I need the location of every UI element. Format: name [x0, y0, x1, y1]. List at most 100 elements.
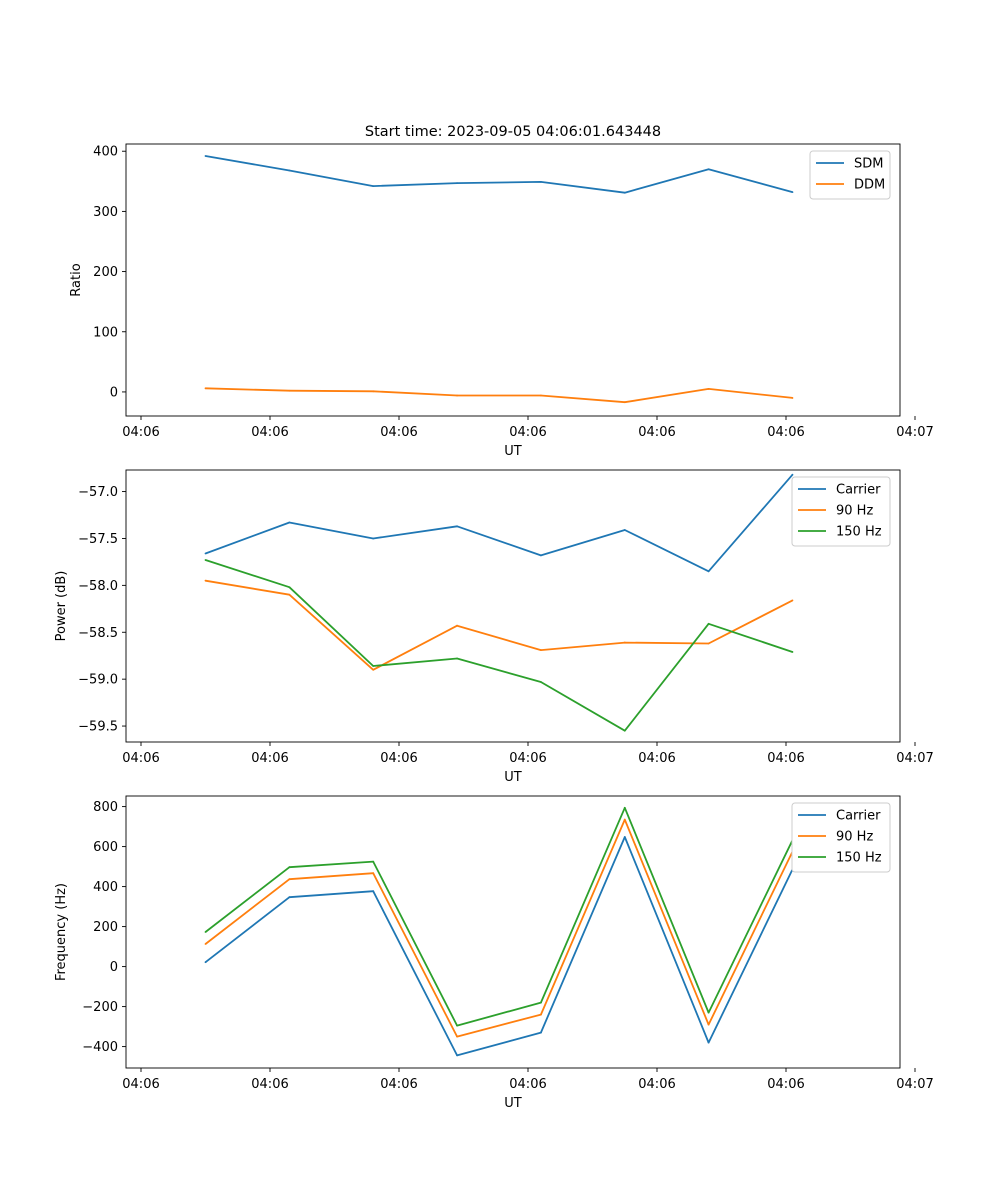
data-point: [707, 1041, 710, 1044]
data-point: [204, 559, 207, 561]
x-tick-label: 04:06: [767, 1077, 804, 1092]
y-tick-label: −200: [82, 1000, 118, 1015]
x-tick-label: 04:06: [767, 751, 804, 766]
data-point: [372, 668, 375, 671]
data-point: [288, 593, 291, 596]
data-point: [623, 806, 626, 809]
x-tick-label: 04:06: [251, 425, 288, 440]
data-point: [623, 729, 626, 732]
x-tick-label: 04:06: [122, 425, 159, 440]
data-point: [623, 818, 626, 821]
x-tick-label: 04:07: [896, 1077, 933, 1092]
data-point: [791, 191, 794, 194]
x-axis-label: UT: [504, 770, 522, 785]
legend-entry: DDM: [854, 178, 885, 193]
y-tick-label: −59.5: [78, 720, 118, 735]
data-point: [372, 890, 375, 893]
data-point: [372, 665, 375, 667]
data-point: [707, 168, 710, 171]
y-tick-label: −57.5: [78, 532, 118, 547]
data-point: [204, 155, 207, 157]
x-tick-label: 04:06: [122, 751, 159, 766]
x-tick-label: 04:06: [380, 751, 417, 766]
series-line-carrier: [205, 474, 794, 573]
legend-entry: 90 Hz: [836, 830, 873, 845]
data-point: [204, 931, 207, 933]
y-tick-label: 800: [93, 800, 118, 815]
series-line-150-hz: [204, 806, 794, 1027]
data-point: [540, 394, 542, 397]
y-axis-label: Ratio: [69, 263, 84, 296]
legend-box: [791, 802, 891, 873]
data-point: [623, 401, 626, 404]
chart-title: Start time: 2023-09-05 04:06:01.643448: [365, 124, 661, 140]
data-point: [456, 1054, 458, 1057]
data-point: [288, 521, 291, 524]
y-tick-label: 300: [93, 205, 118, 220]
x-tick-label: 04:06: [251, 751, 288, 766]
data-point: [623, 641, 626, 644]
y-tick-label: 0: [110, 385, 118, 400]
y-tick-label: 100: [93, 325, 118, 340]
data-point: [456, 525, 458, 528]
y-tick-label: 200: [93, 920, 118, 935]
data-point: [791, 473, 794, 476]
legend-entry: 90 Hz: [836, 504, 873, 519]
data-point: [456, 1035, 458, 1038]
data-point: [288, 878, 291, 881]
x-axis-label: UT: [504, 1096, 522, 1111]
y-axis-label: Power (dB): [54, 571, 69, 642]
y-tick-label: −57.0: [78, 485, 118, 500]
data-point: [707, 570, 710, 573]
series-line-150-hz: [205, 559, 793, 732]
x-tick-label: 04:06: [509, 425, 546, 440]
data-point: [623, 836, 626, 838]
x-tick-label: 04:06: [638, 1077, 675, 1092]
axes-frame: [125, 795, 901, 1069]
data-point: [707, 622, 710, 625]
data-point: [707, 642, 710, 645]
legend: Carrier 90 Hz 150 Hz: [791, 476, 891, 547]
legend-box: [791, 476, 891, 547]
y-tick-label: 400: [93, 145, 118, 160]
x-axis-label: UT: [504, 444, 522, 459]
series-line-90-hz: [205, 579, 793, 671]
legend-entry: Carrier: [836, 809, 881, 824]
x-tick-label: 04:06: [638, 425, 675, 440]
data-point: [791, 397, 794, 399]
data-point: [372, 390, 375, 393]
y-tick-label: −58.0: [78, 579, 118, 594]
legend: Carrier 90 Hz 150 Hz: [791, 802, 891, 873]
x-tick-label: 04:06: [509, 751, 546, 766]
data-point: [791, 599, 794, 602]
legend-entry: Carrier: [836, 483, 881, 498]
data-point: [791, 651, 794, 653]
data-point: [456, 394, 458, 397]
data-point: [288, 586, 291, 589]
axes-frame: [125, 143, 901, 417]
x-tick-label: 04:06: [380, 1077, 417, 1092]
data-point: [707, 1011, 710, 1014]
data-point: [204, 943, 207, 945]
axes-frame: [125, 469, 901, 743]
data-point: [623, 191, 626, 194]
data-point: [372, 185, 375, 188]
plot-panel: −57.0 −57.5 −58.0 −58.5 −59.0 −59.5 04:06 04:06…: [54, 469, 934, 785]
data-point: [707, 388, 710, 390]
x-tick-label: 04:06: [767, 425, 804, 440]
data-point: [288, 169, 291, 172]
series-line-carrier: [204, 836, 794, 1057]
plot-panel: 800 600 400 200 0 −200 −400 04:06 04:06 04:06 04:0…: [54, 795, 934, 1111]
y-tick-label: 0: [110, 960, 118, 975]
data-point: [540, 554, 542, 557]
data-point: [540, 1013, 542, 1016]
y-tick-label: 600: [93, 840, 118, 855]
series-line-sdm: [205, 155, 793, 194]
series-line-90-hz: [204, 818, 794, 1038]
series-line-ddm: [205, 387, 793, 404]
legend-entry: 150 Hz: [836, 525, 882, 540]
x-tick-label: 04:06: [122, 1077, 159, 1092]
legend-entry: SDM: [854, 157, 883, 172]
x-tick-label: 04:06: [638, 751, 675, 766]
data-point: [540, 681, 542, 683]
